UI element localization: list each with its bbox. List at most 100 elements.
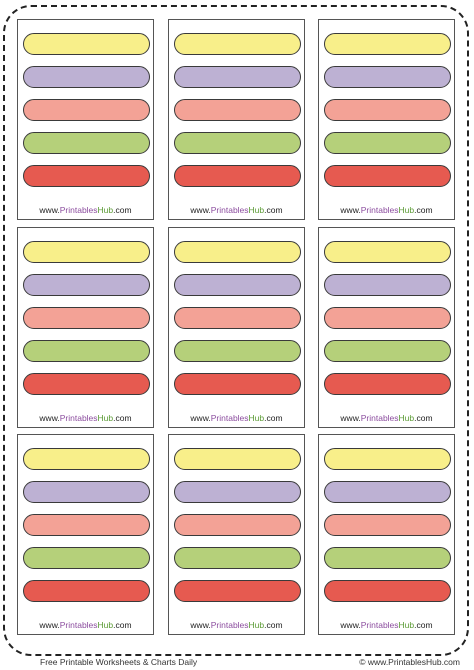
url-suffix: .com <box>414 205 433 215</box>
url-brand-printables: Printables <box>360 413 399 423</box>
color-stripe <box>23 66 150 88</box>
url-suffix: .com <box>113 413 132 423</box>
color-stripe <box>174 307 301 329</box>
page-border <box>3 5 469 656</box>
color-stripe <box>23 340 150 362</box>
url-brand-printables: Printables <box>360 205 399 215</box>
url-prefix: www. <box>340 620 361 630</box>
color-stripe <box>23 448 150 470</box>
color-stripe <box>174 340 301 362</box>
url-brand-printables: Printables <box>59 620 98 630</box>
footer-copyright: © www.PrintablesHub.com <box>359 657 460 667</box>
color-stripe <box>174 373 301 395</box>
label-card: www.PrintablesHub.com <box>318 434 455 635</box>
color-stripe <box>324 99 451 121</box>
url-brand-hub: Hub <box>248 620 265 630</box>
color-stripe <box>324 448 451 470</box>
label-card: www.PrintablesHub.com <box>318 227 455 428</box>
url-suffix: .com <box>264 205 283 215</box>
color-stripe <box>174 99 301 121</box>
url-brand-hub: Hub <box>398 413 415 423</box>
color-stripe <box>324 274 451 296</box>
label-card: www.PrintablesHub.com <box>168 227 305 428</box>
url-suffix: .com <box>264 620 283 630</box>
url-brand-hub: Hub <box>398 620 415 630</box>
color-stripe <box>23 580 150 602</box>
color-stripe <box>324 33 451 55</box>
url-prefix: www. <box>39 413 60 423</box>
url-brand-printables: Printables <box>210 413 249 423</box>
color-stripe <box>174 33 301 55</box>
url-prefix: www. <box>340 205 361 215</box>
url-prefix: www. <box>190 620 211 630</box>
url-prefix: www. <box>190 205 211 215</box>
color-stripe <box>23 274 150 296</box>
url-suffix: .com <box>113 205 132 215</box>
url-prefix: www. <box>39 620 60 630</box>
color-stripe <box>174 274 301 296</box>
url-brand-hub: Hub <box>97 413 114 423</box>
color-stripe <box>23 165 150 187</box>
color-stripe <box>174 448 301 470</box>
url-prefix: www. <box>190 413 211 423</box>
label-card: www.PrintablesHub.com <box>318 19 455 220</box>
color-stripe <box>324 165 451 187</box>
color-stripe <box>174 66 301 88</box>
color-stripe <box>23 481 150 503</box>
color-stripe <box>174 547 301 569</box>
label-card: www.PrintablesHub.com <box>17 434 154 635</box>
url-suffix: .com <box>264 413 283 423</box>
color-stripe <box>324 241 451 263</box>
url-suffix: .com <box>113 620 132 630</box>
url-suffix: .com <box>414 620 433 630</box>
card-website-url: www.PrintablesHub.com <box>18 205 153 215</box>
card-website-url: www.PrintablesHub.com <box>169 620 304 630</box>
color-stripe <box>23 99 150 121</box>
url-brand-hub: Hub <box>248 413 265 423</box>
label-card: www.PrintablesHub.com <box>168 19 305 220</box>
url-brand-hub: Hub <box>97 205 114 215</box>
card-website-url: www.PrintablesHub.com <box>18 413 153 423</box>
url-brand-printables: Printables <box>210 620 249 630</box>
label-card: www.PrintablesHub.com <box>17 19 154 220</box>
color-stripe <box>23 241 150 263</box>
color-stripe <box>324 340 451 362</box>
url-prefix: www. <box>340 413 361 423</box>
color-stripe <box>174 481 301 503</box>
color-stripe <box>23 132 150 154</box>
label-card: www.PrintablesHub.com <box>168 434 305 635</box>
color-stripe <box>324 580 451 602</box>
color-stripe <box>174 132 301 154</box>
url-brand-hub: Hub <box>248 205 265 215</box>
url-brand-printables: Printables <box>59 205 98 215</box>
color-stripe <box>23 373 150 395</box>
color-stripe <box>23 547 150 569</box>
footer-tagline: Free Printable Worksheets & Charts Daily <box>40 657 198 667</box>
card-website-url: www.PrintablesHub.com <box>18 620 153 630</box>
color-stripe <box>23 33 150 55</box>
card-website-url: www.PrintablesHub.com <box>319 413 454 423</box>
card-website-url: www.PrintablesHub.com <box>319 205 454 215</box>
url-brand-printables: Printables <box>360 620 399 630</box>
color-stripe <box>324 132 451 154</box>
color-stripe <box>23 514 150 536</box>
color-stripe <box>174 241 301 263</box>
card-website-url: www.PrintablesHub.com <box>319 620 454 630</box>
color-stripe <box>324 481 451 503</box>
card-website-url: www.PrintablesHub.com <box>169 413 304 423</box>
url-brand-printables: Printables <box>210 205 249 215</box>
color-stripe <box>174 580 301 602</box>
color-stripe <box>23 307 150 329</box>
url-brand-hub: Hub <box>398 205 415 215</box>
color-stripe <box>324 373 451 395</box>
url-suffix: .com <box>414 413 433 423</box>
url-brand-printables: Printables <box>59 413 98 423</box>
url-brand-hub: Hub <box>97 620 114 630</box>
color-stripe <box>324 547 451 569</box>
label-card: www.PrintablesHub.com <box>17 227 154 428</box>
color-stripe <box>174 514 301 536</box>
url-prefix: www. <box>39 205 60 215</box>
color-stripe <box>324 66 451 88</box>
color-stripe <box>174 165 301 187</box>
card-website-url: www.PrintablesHub.com <box>169 205 304 215</box>
